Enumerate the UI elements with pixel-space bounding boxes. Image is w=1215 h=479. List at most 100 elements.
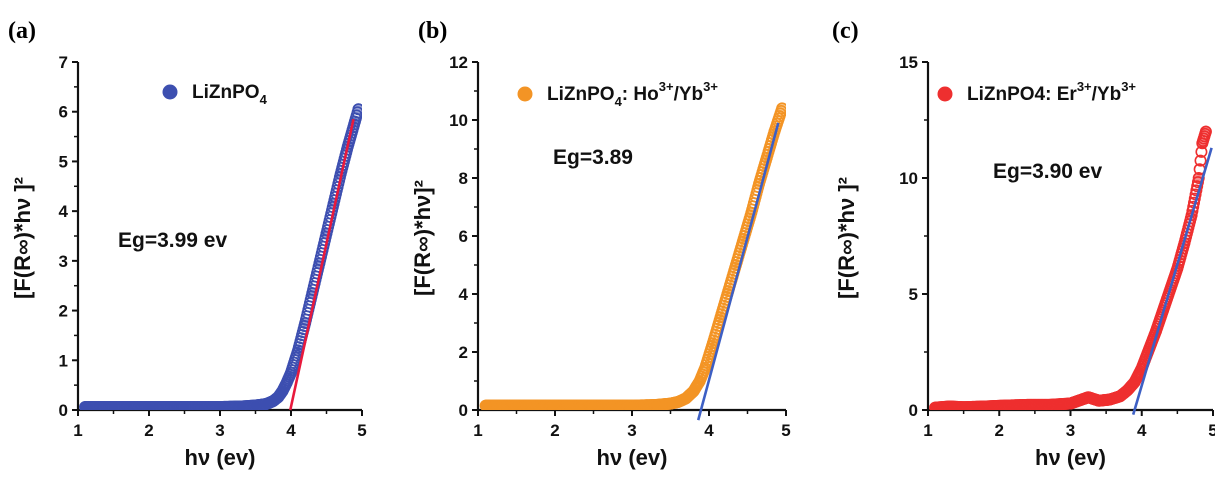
band-gap-annotation: Eg=3.90 ev bbox=[993, 160, 1102, 183]
legend: LiZnPO4 bbox=[162, 82, 268, 107]
legend-subscript: 4 bbox=[260, 92, 268, 107]
x-tick-label: 1 bbox=[923, 421, 932, 440]
x-tick-label: 5 bbox=[357, 421, 366, 440]
x-tick-label: 2 bbox=[995, 421, 1004, 440]
data-point bbox=[549, 399, 561, 410]
data-point bbox=[79, 401, 91, 410]
data-point bbox=[1043, 399, 1055, 410]
panel-label-c: (c) bbox=[832, 18, 859, 44]
x-tick-label: 2 bbox=[550, 421, 559, 440]
data-point bbox=[776, 102, 786, 115]
data-point bbox=[687, 385, 700, 397]
x-tick-label: 5 bbox=[781, 421, 790, 440]
legend-rest: : Ho bbox=[622, 84, 659, 105]
data-series-b bbox=[479, 102, 786, 410]
fit-line bbox=[696, 122, 780, 421]
y-tick-label: 7 bbox=[59, 53, 68, 72]
y-tick-label: 15 bbox=[899, 53, 918, 72]
x-tick-label: 1 bbox=[473, 421, 482, 440]
y-tick-label: 0 bbox=[59, 401, 68, 420]
legend: LiZnPO4: Ho3+/Yb3+ bbox=[517, 79, 718, 109]
y-tick-label: 6 bbox=[459, 227, 468, 246]
y-tick-label: 10 bbox=[899, 169, 918, 188]
panel-label-a: (a) bbox=[8, 18, 36, 44]
data-point bbox=[699, 362, 711, 374]
x-tick-label: 4 bbox=[1137, 421, 1147, 440]
y-tick-label: 2 bbox=[459, 343, 468, 362]
x-tick-label: 5 bbox=[1208, 421, 1215, 440]
y-tick-label: 8 bbox=[459, 169, 468, 188]
legend-subscript: 4 bbox=[615, 94, 623, 109]
x-tick-label: 3 bbox=[215, 421, 224, 440]
legend-label: LiZnPO4: Ho3+/Yb3+ bbox=[547, 79, 718, 109]
data-point-marker bbox=[1194, 154, 1207, 167]
data-point bbox=[479, 399, 492, 410]
data-point bbox=[1093, 394, 1105, 407]
y-tick-label: 5 bbox=[59, 152, 68, 171]
data-point bbox=[1021, 399, 1034, 410]
data-point bbox=[1128, 376, 1141, 388]
data-point bbox=[680, 392, 692, 405]
y-tick-label: 4 bbox=[59, 202, 69, 221]
data-point bbox=[587, 399, 600, 410]
legend-label: LiZnPO4: Er3+/Yb3+ bbox=[967, 79, 1136, 105]
legend-main: LiZnPO bbox=[192, 82, 260, 103]
legend-superscript: 3+ bbox=[1121, 79, 1136, 94]
band-gap-annotation: Eg=3.99 ev bbox=[118, 229, 227, 252]
legend-mid: /Yb bbox=[1092, 84, 1122, 105]
legend-main: LiZnPO bbox=[547, 84, 615, 105]
y-tick-label: 10 bbox=[449, 111, 468, 130]
y-tick-label: 5 bbox=[909, 285, 918, 304]
data-point bbox=[1103, 393, 1116, 406]
legend-rest: : Er bbox=[1045, 84, 1077, 105]
legend-marker bbox=[937, 86, 953, 102]
legend-superscript: 3+ bbox=[1077, 79, 1092, 94]
data-point bbox=[510, 399, 523, 410]
data-point bbox=[957, 401, 970, 410]
data-point bbox=[352, 103, 362, 116]
y-axis-title: [F(R∞)*hν ]² bbox=[10, 177, 35, 299]
fit-line bbox=[289, 118, 355, 411]
data-point bbox=[249, 399, 262, 410]
data-point bbox=[214, 401, 226, 410]
legend-main: LiZnPO4 bbox=[967, 84, 1046, 105]
data-point bbox=[693, 375, 706, 387]
x-tick-label: 3 bbox=[1066, 421, 1075, 440]
panel-c: (c) 1 2 3 4 5 0 5 10 15 hν (ev) [F(R∞)*hν ]² LiZnPO4… bbox=[832, 18, 1215, 470]
panel-label-b: (b) bbox=[418, 18, 447, 44]
data-point bbox=[979, 400, 991, 410]
data-point bbox=[626, 399, 638, 410]
y-tick-label: 4 bbox=[459, 285, 469, 304]
y-axis-title: [F(R∞)*hν]² bbox=[410, 180, 435, 296]
data-point bbox=[178, 401, 191, 410]
data-point bbox=[1082, 391, 1095, 404]
data-point bbox=[707, 337, 719, 350]
legend-superscript: 3+ bbox=[659, 79, 674, 94]
data-point bbox=[1196, 137, 1209, 149]
data-point bbox=[1121, 384, 1134, 397]
x-tick-label: 1 bbox=[73, 421, 82, 440]
data-point bbox=[993, 400, 1006, 410]
data-point bbox=[929, 401, 941, 410]
y-tick-label: 12 bbox=[449, 53, 468, 72]
band-gap-annotation: Eg=3.89 bbox=[553, 146, 633, 169]
y-tick-label: 3 bbox=[59, 252, 68, 271]
data-point bbox=[943, 400, 956, 410]
data-series-a bbox=[79, 103, 362, 410]
data-point bbox=[285, 366, 297, 379]
x-axis-title: hν (ev) bbox=[597, 445, 668, 470]
data-point bbox=[107, 401, 120, 410]
x-axis-title: hν (ev) bbox=[1035, 445, 1106, 470]
y-tick-label: 6 bbox=[59, 103, 68, 122]
legend: LiZnPO4: Er3+/Yb3+ bbox=[937, 79, 1136, 105]
legend-marker bbox=[162, 84, 178, 100]
data-point bbox=[235, 400, 248, 410]
data-point bbox=[143, 401, 155, 410]
y-axis-title: [F(R∞)*hν ]² bbox=[834, 177, 859, 299]
fit-line bbox=[1131, 147, 1213, 416]
x-axis-title: hν (ev) bbox=[185, 445, 256, 470]
x-tick-label: 4 bbox=[704, 421, 714, 440]
legend-mid: /Yb bbox=[674, 84, 704, 105]
